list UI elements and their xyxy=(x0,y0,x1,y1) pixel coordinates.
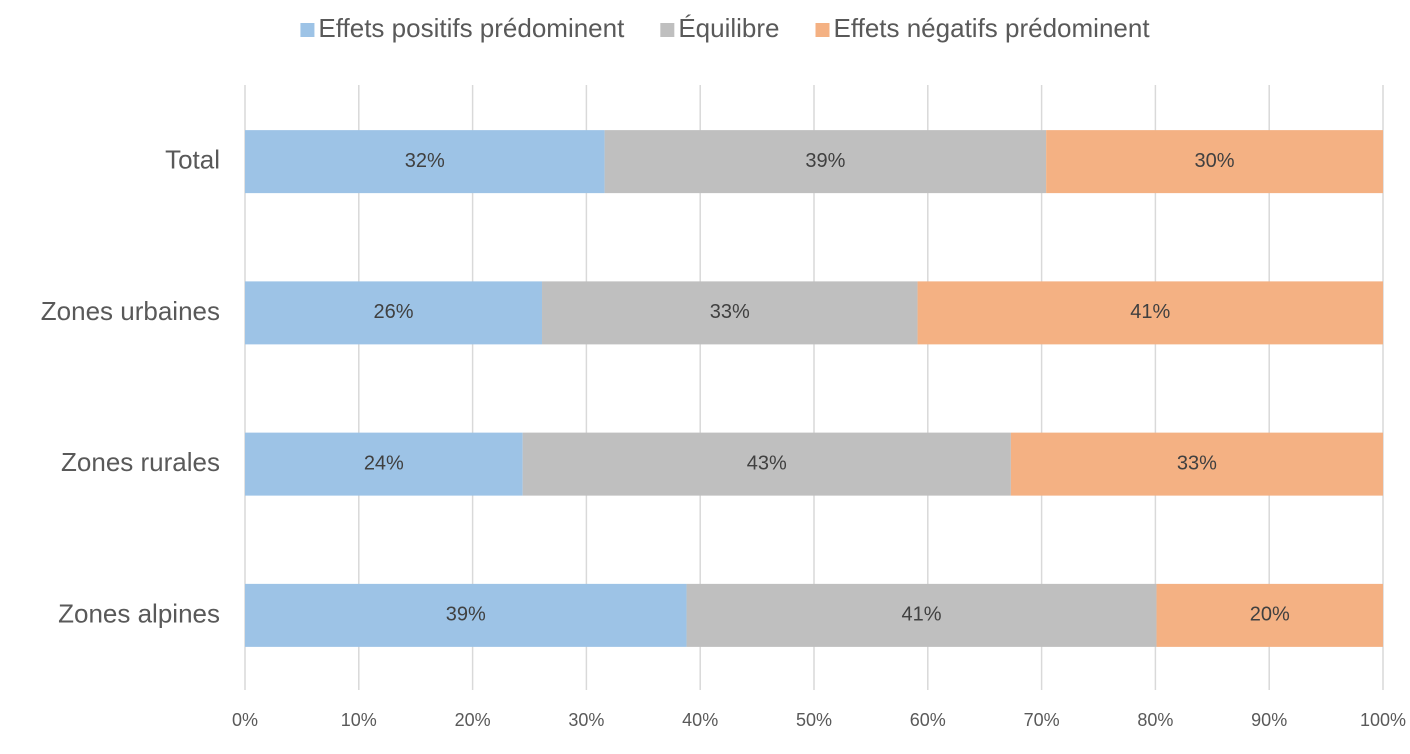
x-tick-label: 10% xyxy=(341,710,377,730)
data-label: 39% xyxy=(805,150,845,172)
x-tick-label: 80% xyxy=(1137,710,1173,730)
bar-segment xyxy=(245,281,543,345)
data-label: 24% xyxy=(364,452,404,474)
data-label: 20% xyxy=(1250,604,1290,626)
data-label: 41% xyxy=(902,604,942,626)
legend-label: Effets négatifs prédominent xyxy=(834,13,1151,43)
bar-segment xyxy=(604,130,1047,194)
category-label: Zones urbaines xyxy=(41,296,220,326)
bar-segment xyxy=(245,432,523,496)
bar-segment xyxy=(686,583,1157,647)
legend-label: Effets positifs prédominent xyxy=(318,13,625,43)
legend-swatch xyxy=(815,23,830,37)
x-tick-label: 100% xyxy=(1360,710,1406,730)
data-label: 41% xyxy=(1130,301,1170,323)
data-label: 33% xyxy=(1177,452,1217,474)
bar-segment xyxy=(1046,130,1383,194)
data-label: 43% xyxy=(747,452,787,474)
x-tick-label: 0% xyxy=(232,710,258,730)
bar-segment xyxy=(1010,432,1383,496)
x-tick-label: 30% xyxy=(568,710,604,730)
data-label: 39% xyxy=(446,604,486,626)
bar-segment xyxy=(245,583,687,647)
bar-segment xyxy=(245,130,605,194)
data-label: 30% xyxy=(1195,150,1235,172)
x-tick-label: 60% xyxy=(910,710,946,730)
bar-segment xyxy=(1156,583,1383,647)
x-tick-label: 40% xyxy=(682,710,718,730)
data-label: 32% xyxy=(405,150,445,172)
x-tick-label: 70% xyxy=(1024,710,1060,730)
bar-segment xyxy=(522,432,1011,496)
data-label: 33% xyxy=(710,301,750,323)
bar-segment xyxy=(542,281,918,345)
x-tick-label: 20% xyxy=(455,710,491,730)
category-label: Zones alpines xyxy=(58,598,220,628)
x-tick-label: 50% xyxy=(796,710,832,730)
data-label: 26% xyxy=(373,301,413,323)
category-label: Total xyxy=(165,145,220,175)
x-tick-label: 90% xyxy=(1251,710,1287,730)
legend-swatch xyxy=(660,23,675,37)
legend-label: Équilibre xyxy=(678,13,779,43)
bar-segment xyxy=(917,281,1383,345)
category-label: Zones rurales xyxy=(61,447,220,477)
legend-swatch xyxy=(300,23,315,37)
